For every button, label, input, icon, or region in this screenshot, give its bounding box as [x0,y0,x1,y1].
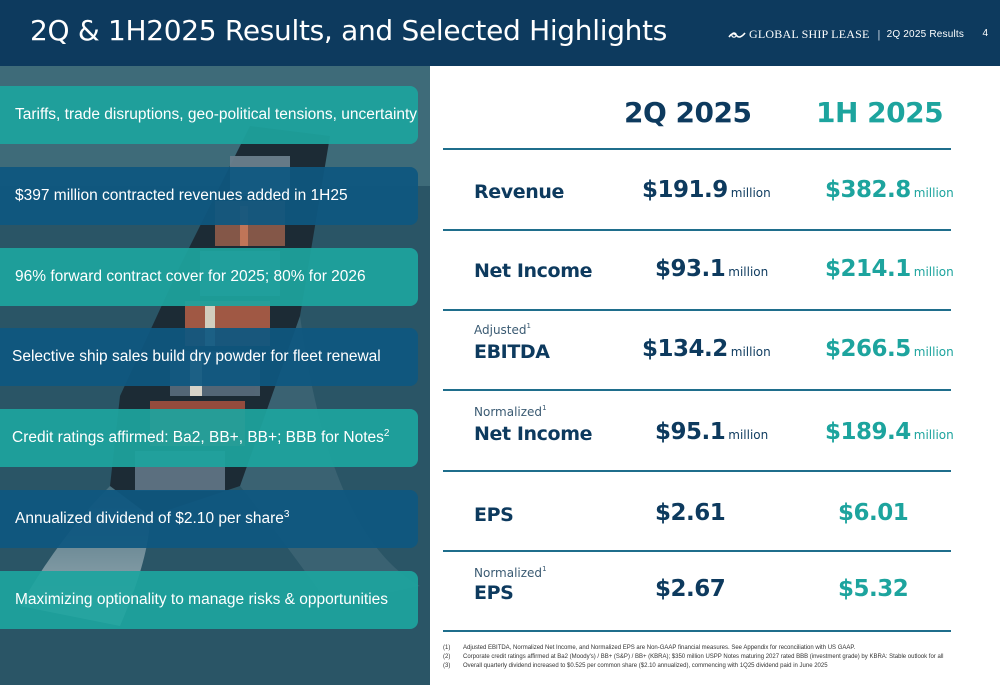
table-divider [443,309,951,311]
row-label-net-income: Net Income [474,260,593,282]
row-label-revenue: Revenue [474,181,564,203]
highlight-text: 96% forward contract cover for 2025; 80%… [15,268,366,285]
row-label-normalized-net-income: Net Income [474,423,593,445]
net-income-2q-value: $93.1 million [655,256,769,282]
highlight-banner-dividend: Annualized dividend of $2.10 per share3 [0,490,418,548]
normalized-eps-1h-value: $5.32 [838,576,909,602]
highlight-banner-contract-cover: 96% forward contract cover for 2025; 80%… [0,248,418,306]
revenue-1h-value: $382.8 million [825,177,954,203]
row-prefix-normalized: Normalized1 [474,404,547,419]
ship-logo-icon [728,31,746,38]
table-divider [443,550,951,552]
ebitda-1h-value: $266.5 million [825,336,954,362]
row-label-ebitda: EBITDA [474,341,550,363]
logo-separator: | [877,28,881,41]
net-income-1h-value: $214.1 million [825,256,954,282]
eps-2q-value: $2.61 [655,500,726,526]
highlight-text: $397 million contracted revenues added i… [15,187,348,204]
highlight-banner-optionality: Maximizing optionality to manage risks &… [0,571,418,629]
revenue-2q-value: $191.9 million [642,177,771,203]
column-header-1h-2025: 1H 2025 [816,96,944,129]
ebitda-2q-value: $134.2 million [642,336,771,362]
highlight-banner-contracted-revenues: $397 million contracted revenues added i… [0,167,418,225]
table-divider [443,470,951,472]
normalized-net-income-2q-value: $95.1 million [655,419,769,445]
highlight-text: Tariffs, trade disruptions, geo-politica… [15,106,418,123]
highlight-banner-ship-sales: Selective ship sales build dry powder fo… [0,328,418,386]
footnote: (3) Overall quarterly dividend increased … [443,663,828,669]
highlight-banner-credit-ratings: Credit ratings affirmed: Ba2, BB+, BB+; … [0,409,418,467]
row-prefix-normalized: Normalized1 [474,565,547,580]
logo-text: GLOBAL SHIP LEASE [749,27,870,41]
highlight-text: Selective ship sales build dry powder fo… [12,348,381,365]
row-prefix-adjusted: Adjusted1 [474,322,531,337]
column-header-2q-2025: 2Q 2025 [624,96,752,129]
table-divider [443,229,951,231]
row-label-eps: EPS [474,504,514,526]
footnotes: (1) Adjusted EBITDA, Normalized Net Incom… [443,644,963,671]
footnote-marker: 2 [383,428,390,440]
slide-title: 2Q & 1H2025 Results, and Selected Highli… [30,14,668,47]
table-divider [443,148,951,150]
table-divider [443,630,951,632]
highlight-banner-tariffs: Tariffs, trade disruptions, geo-politica… [0,86,418,144]
company-logo: GLOBAL SHIP LEASE | 2Q 2025 Results [728,27,964,42]
highlight-text: Maximizing optionality to manage risks &… [15,591,389,608]
footnote: (2) Corporate credit ratings affirmed at … [443,654,944,660]
footnote: (1) Adjusted EBITDA, Normalized Net Incom… [443,645,856,651]
normalized-eps-2q-value: $2.67 [655,576,726,602]
page-number: 4 [982,28,988,39]
results-label: 2Q 2025 Results [886,29,965,40]
normalized-net-income-1h-value: $189.4 million [825,419,954,445]
highlight-text-group: Annualized dividend of $2.10 per share3 [0,509,289,528]
container-ship-photo: Tariffs, trade disruptions, geo-politica… [0,66,430,685]
highlight-text: Annualized dividend of $2.10 per share [15,510,284,528]
header-bar: 2Q & 1H2025 Results, and Selected Highli… [0,0,1000,66]
row-label-normalized-eps: EPS [474,582,514,604]
footnote-marker: 3 [283,509,290,521]
table-divider [443,389,951,391]
highlight-text: Credit ratings affirmed: Ba2, BB+, BB+; … [12,429,384,447]
eps-1h-value: $6.01 [838,500,909,526]
highlight-text-group: Credit ratings affirmed: Ba2, BB+, BB+; … [0,428,389,447]
